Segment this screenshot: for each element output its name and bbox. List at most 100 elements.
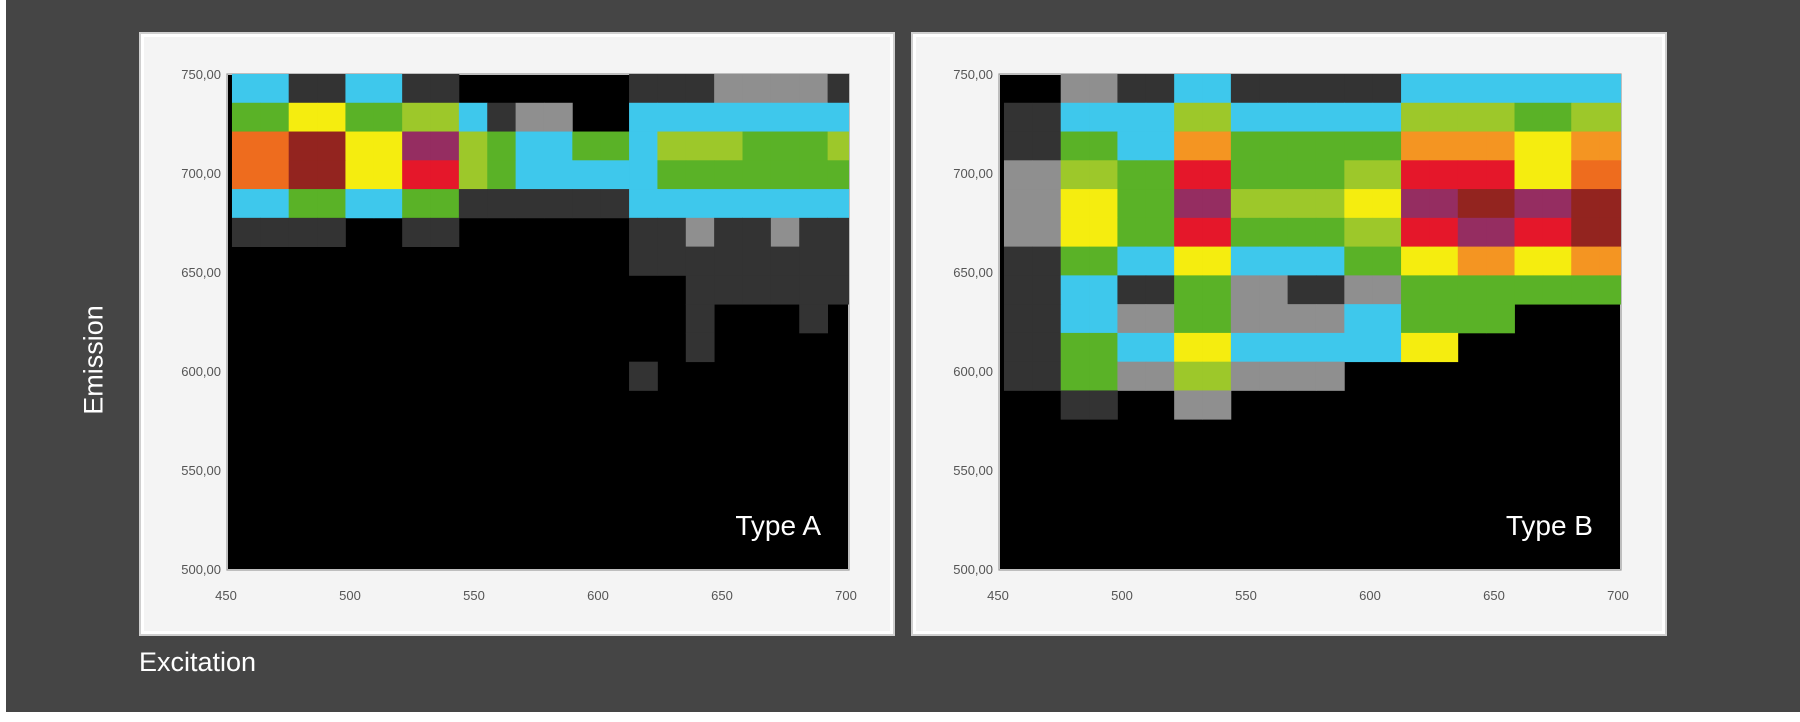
heatmap-cell (1174, 332, 1203, 363)
heatmap-cell (373, 189, 403, 219)
heatmap-cell (685, 332, 715, 363)
heatmap-cell (1174, 74, 1203, 104)
heatmap-cell (1401, 217, 1430, 248)
heatmap-cell (827, 275, 849, 305)
heatmap-cell (1259, 275, 1288, 305)
heatmap-cell (402, 189, 431, 219)
heatmap-cell (1287, 74, 1317, 104)
heatmap-cell (1315, 275, 1345, 305)
heatmap-cell (1003, 189, 1033, 219)
heatmap-cell (1486, 246, 1515, 276)
heatmap-cell (1117, 131, 1147, 161)
heatmap-cell (1372, 332, 1402, 363)
heatmap-cell (288, 102, 318, 132)
heatmap-cell (657, 160, 687, 190)
heatmap-cell (827, 102, 849, 132)
heatmap-cell (1259, 160, 1288, 190)
heatmap-cell (770, 217, 800, 248)
heatmap-cell (1174, 275, 1203, 305)
heatmap-cell (1287, 361, 1317, 391)
heatmap-cell (1089, 102, 1118, 132)
heatmap-cell (1174, 390, 1203, 420)
heatmap-cell (1145, 361, 1175, 391)
heatmap-cell (1599, 189, 1621, 219)
heatmap-cell (1145, 131, 1175, 161)
heatmap-cell (1372, 275, 1402, 305)
heatmap-cell (1230, 332, 1260, 363)
heatmap-cell (1145, 189, 1175, 219)
heatmap-cell (600, 160, 630, 190)
heatmap-cell (1145, 160, 1175, 190)
heatmap-cell (1315, 131, 1345, 161)
heatmap-cell (742, 189, 772, 219)
heatmap-cell (1003, 304, 1033, 334)
x-tick-label: 600 (1359, 588, 1381, 603)
heatmap-cell (1571, 160, 1600, 190)
heatmap-cell (1032, 361, 1062, 391)
heatmap-cell (657, 246, 687, 276)
heatmap-cell (714, 246, 743, 276)
heatmap-cells (1003, 74, 1621, 420)
heatmap-cell (1117, 304, 1147, 334)
heatmap-cell (1202, 189, 1232, 219)
heatmap-cell (1486, 74, 1515, 104)
heatmap-cell (770, 102, 800, 132)
heatmap-cell (317, 160, 346, 190)
heatmap-cell (543, 160, 573, 190)
x-tick-label: 650 (1483, 588, 1505, 603)
heatmap-cell (742, 74, 772, 104)
heatmap-cell (260, 160, 290, 190)
heatmap-cell (1486, 304, 1515, 334)
heatmap-cell (515, 160, 545, 190)
heatmap-cell (1174, 102, 1203, 132)
heatmap-cell (515, 102, 545, 132)
heatmap-cell (714, 217, 743, 248)
heatmap-cell (657, 217, 687, 248)
heatmap-cell (373, 74, 403, 104)
heatmap-cell (1230, 131, 1260, 161)
heatmap-cell (1401, 189, 1430, 219)
heatmap-cell (1202, 304, 1232, 334)
heatmap-cell (629, 189, 658, 219)
heatmap-cell (1599, 102, 1621, 132)
heatmap-cell (1344, 332, 1374, 363)
heatmap-cell (402, 217, 431, 248)
heatmap-cell (685, 131, 715, 161)
heatmap-cell (1401, 74, 1430, 104)
heatmap-cell (487, 131, 516, 161)
heatmap-cell (685, 160, 715, 190)
heatmap-cell (1259, 304, 1288, 334)
panel-title: Type A (735, 510, 821, 541)
heatmap-cell (572, 131, 602, 161)
heatmap-cell (1486, 217, 1515, 248)
heatmap-cell (1514, 217, 1544, 248)
heatmap-cell (1032, 246, 1062, 276)
heatmap-cell (1344, 217, 1374, 248)
heatmap-cell (1060, 332, 1090, 363)
x-tick-label: 500 (339, 588, 361, 603)
heatmap-cell (1259, 246, 1288, 276)
heatmap-cell (1344, 275, 1374, 305)
heatmap-cell (1089, 304, 1118, 334)
heatmap-cell (1287, 332, 1317, 363)
heatmap-cell (1145, 304, 1175, 334)
heatmap-cell (600, 189, 630, 219)
heatmap-cell (430, 189, 460, 219)
heatmap-cell (1429, 246, 1459, 276)
heatmap-cell (1202, 160, 1232, 190)
heatmap-cell (1315, 102, 1345, 132)
heatmap-cell (1571, 102, 1600, 132)
heatmap-cell (430, 160, 460, 190)
heatmap-cell (799, 189, 828, 219)
heatmap-cell (1202, 217, 1232, 248)
heatmap-cell (1032, 160, 1062, 190)
heatmap-cell (1429, 304, 1459, 334)
x-tick-label: 450 (987, 588, 1009, 603)
heatmap-cell (1542, 246, 1572, 276)
heatmap-cell (1486, 275, 1515, 305)
heatmap-cell (685, 74, 715, 104)
y-tick-label: 600,00 (953, 364, 993, 379)
heatmap-cell (1344, 160, 1374, 190)
heatmap-cell (1202, 131, 1232, 161)
y-tick-label: 700,00 (953, 166, 993, 181)
